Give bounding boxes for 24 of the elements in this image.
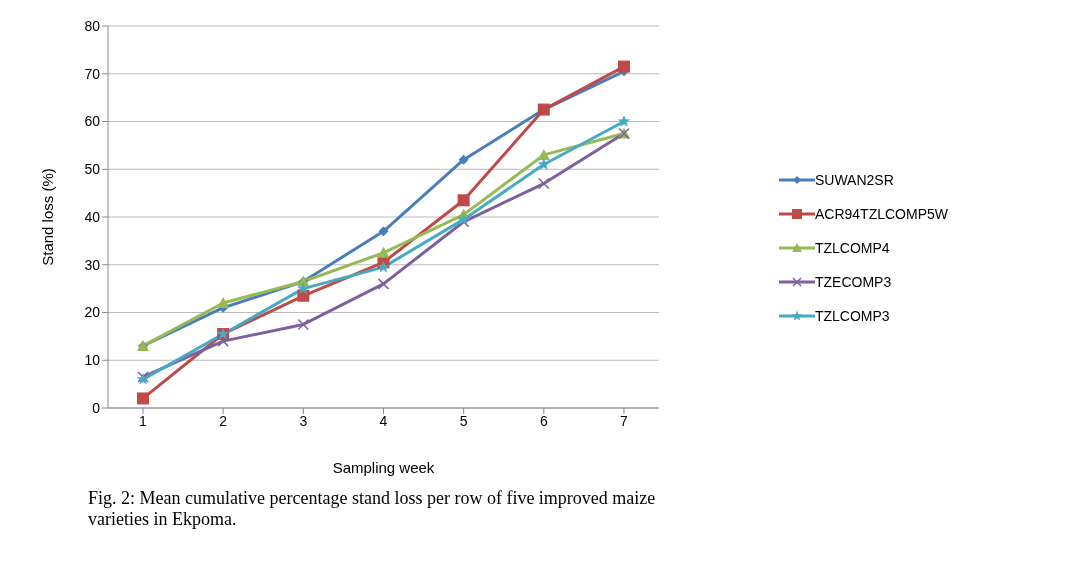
x-tick-label: 3 (299, 412, 308, 429)
y-tick-label: 80 (84, 17, 101, 34)
y-tick-label: 0 (92, 399, 101, 416)
x-tick-label: 2 (219, 412, 228, 429)
legend-label: ACR94TZLCOMP5W (814, 205, 948, 224)
x-tick-label: 7 (620, 412, 629, 429)
y-tick-label: 60 (84, 113, 101, 130)
y-tick-label: 70 (84, 65, 101, 82)
legend-label: TZLCOMP3 (814, 307, 890, 326)
x-tick-label: 5 (459, 412, 468, 429)
x-tick-label: 6 (539, 412, 548, 429)
legend-label: TZECOMP3 (814, 273, 892, 292)
y-axis-title: Stand loss (%) (39, 168, 57, 266)
y-tick-label: 30 (84, 256, 101, 273)
x-tick-label: 4 (379, 412, 388, 429)
caption: Fig. 2: Mean cumulative percentage stand loss per row of five improved maize varieties in Ekpoma. (88, 488, 657, 530)
x-tick-label: 1 (139, 412, 148, 429)
y-tick-label: 10 (84, 352, 101, 369)
legend-label: TZLCOMP4 (814, 239, 890, 258)
legend-label: SUWAN2SR (814, 171, 894, 190)
y-tick-label: 20 (84, 304, 101, 321)
y-tick-label: 40 (84, 208, 101, 225)
y-tick-label: 50 (84, 161, 101, 178)
x-axis-title: Sampling week (332, 459, 435, 476)
